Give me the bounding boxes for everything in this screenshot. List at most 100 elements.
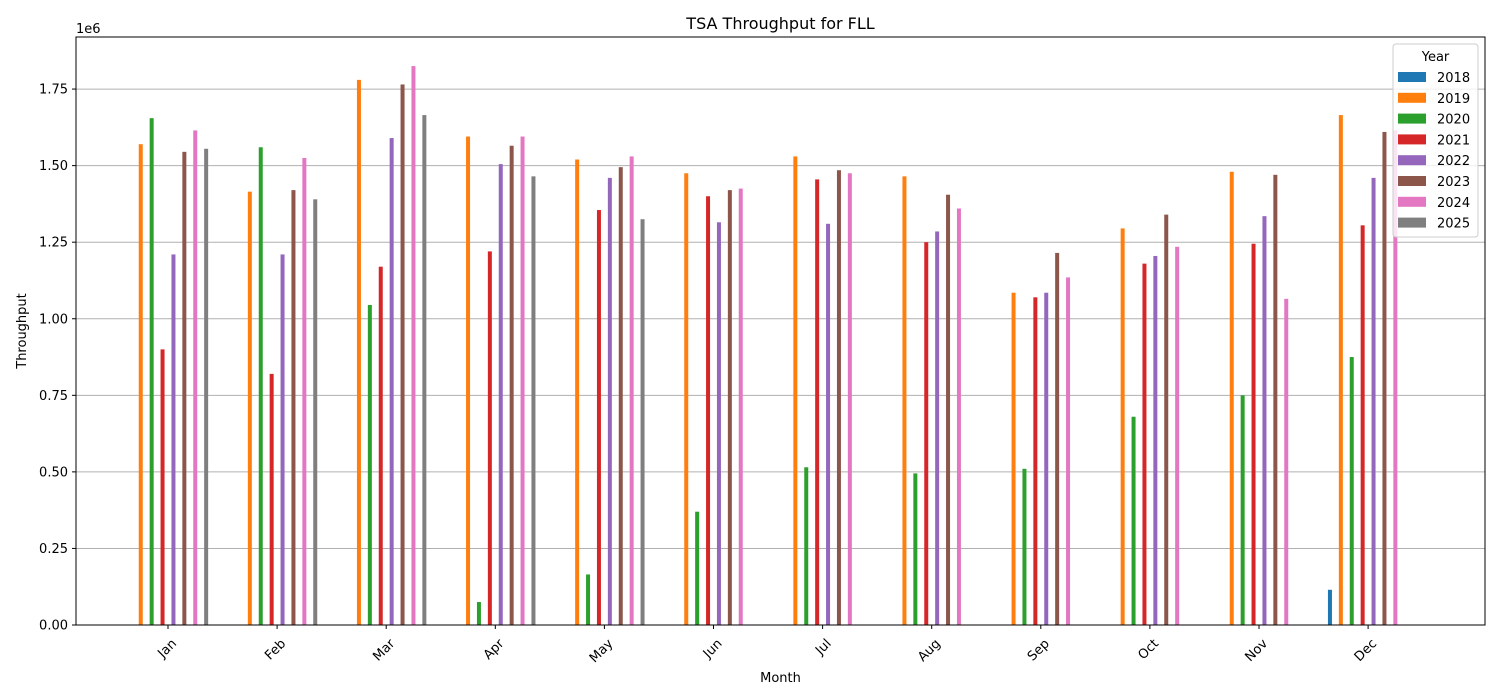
bar-2023-nov xyxy=(1273,174,1278,625)
bar-2023-apr xyxy=(509,145,514,625)
bar-2020-jul xyxy=(804,467,809,625)
bar-2021-apr xyxy=(487,251,492,625)
bar-2019-jun xyxy=(684,173,689,625)
bar-2022-nov xyxy=(1262,216,1267,625)
legend-swatch-2025 xyxy=(1398,217,1426,228)
bar-2020-sep xyxy=(1022,468,1027,625)
legend-swatch-2021 xyxy=(1398,134,1426,145)
y-tick-label: 0.50 xyxy=(39,465,68,480)
legend-label-2022: 2022 xyxy=(1437,154,1470,169)
bar-2019-feb xyxy=(247,191,252,625)
bar-2019-jan xyxy=(138,144,143,625)
x-tick-label: Dec xyxy=(1352,636,1380,664)
bar-2024-nov xyxy=(1284,298,1289,625)
x-tick-label: Apr xyxy=(481,636,508,663)
bar-2021-mar xyxy=(378,266,383,625)
bar-2024-aug xyxy=(956,208,961,625)
y-axis-label: Throughput xyxy=(15,293,30,370)
bar-2020-aug xyxy=(913,473,918,625)
legend-swatch-2020 xyxy=(1398,113,1426,124)
bar-2023-aug xyxy=(946,194,951,625)
legend-title: Year xyxy=(1421,50,1450,65)
bar-2019-aug xyxy=(902,176,907,625)
bar-2021-dec xyxy=(1360,225,1365,625)
legend-label-2024: 2024 xyxy=(1437,196,1470,211)
y-tick-label: 0.75 xyxy=(39,389,68,404)
x-tick-label: Jun xyxy=(700,636,726,662)
bar-2022-mar xyxy=(389,138,394,625)
bar-2022-dec xyxy=(1371,177,1376,625)
bar-2020-mar xyxy=(367,304,372,625)
legend-label-2020: 2020 xyxy=(1437,113,1470,128)
y-tick-label: 1.75 xyxy=(39,83,68,98)
bar-2023-mar xyxy=(400,84,405,625)
x-tick-label: Jan xyxy=(155,636,180,661)
bar-2024-mar xyxy=(411,66,416,625)
y-tick-label: 0.00 xyxy=(39,619,68,634)
bar-2025-apr xyxy=(531,176,536,625)
y-tick-label: 1.25 xyxy=(39,236,68,251)
bar-2023-oct xyxy=(1164,214,1169,625)
legend-swatch-2022 xyxy=(1398,155,1426,166)
bar-2020-oct xyxy=(1131,416,1136,625)
bar-2022-jun xyxy=(716,222,721,625)
bar-2020-jan xyxy=(149,118,154,625)
x-tick-label: Nov xyxy=(1242,636,1271,665)
legend-box xyxy=(1392,43,1479,238)
bar-2022-aug xyxy=(935,231,940,625)
bar-2023-jul xyxy=(836,170,841,625)
bar-2021-oct xyxy=(1142,263,1147,625)
x-tick-label: Sep xyxy=(1025,636,1053,664)
bar-2020-may xyxy=(586,574,591,625)
bar-2024-may xyxy=(629,156,634,625)
bar-2023-may xyxy=(618,167,623,625)
bar-2025-jan xyxy=(204,148,209,625)
bar-2021-jul xyxy=(815,179,820,625)
x-tick-label: May xyxy=(587,636,617,666)
bar-2024-jun xyxy=(738,188,743,625)
y-axis-ticks: 0.00 0.25 0.50 0.75 1.00 1.25 1.50 1.75 xyxy=(39,83,76,634)
legend-label-2018: 2018 xyxy=(1437,71,1470,86)
bar-2021-nov xyxy=(1251,243,1256,625)
bar-2019-nov xyxy=(1229,171,1234,625)
bar-2023-sep xyxy=(1055,252,1060,625)
legend: Year 2018 2019 2020 2021 2022 2023 2024 2025 xyxy=(1392,43,1479,238)
legend-swatch-2018 xyxy=(1398,72,1426,82)
bar-2022-jul xyxy=(826,223,831,625)
bar-2024-dec xyxy=(1393,130,1398,625)
plot-frame xyxy=(75,36,1486,626)
legend-label-2021: 2021 xyxy=(1437,133,1470,148)
bar-2020-jun xyxy=(695,511,700,625)
bar-2020-apr xyxy=(476,602,481,625)
legend-swatch-2019 xyxy=(1398,92,1426,103)
bar-2021-jun xyxy=(706,196,711,625)
bar-2022-oct xyxy=(1153,255,1158,625)
bar-2025-feb xyxy=(313,199,318,625)
bar-2019-oct xyxy=(1120,228,1125,625)
bar-2023-dec xyxy=(1382,131,1387,625)
bar-2019-mar xyxy=(356,79,361,625)
x-tick-label: Oct xyxy=(1135,636,1162,663)
bar-2022-apr xyxy=(498,164,503,625)
bar-2025-mar xyxy=(422,115,427,625)
legend-swatch-2023 xyxy=(1398,176,1426,186)
x-tick-label: Mar xyxy=(370,636,398,664)
bar-2019-sep xyxy=(1011,292,1016,625)
bar-2024-apr xyxy=(520,136,525,625)
y-tick-label: 1.00 xyxy=(39,312,68,327)
bar-2023-jun xyxy=(727,190,732,625)
bar-2023-feb xyxy=(291,190,296,625)
x-axis-label: Month xyxy=(760,671,801,686)
legend-label-2025: 2025 xyxy=(1437,217,1470,232)
bar-2022-jan xyxy=(171,254,176,625)
bar-2019-dec xyxy=(1338,115,1343,625)
bar-2024-feb xyxy=(302,157,307,625)
bar-2021-feb xyxy=(269,373,274,625)
grid-lines xyxy=(76,88,1485,549)
bar-2021-sep xyxy=(1033,297,1038,625)
y-tick-label: 0.25 xyxy=(39,542,68,557)
legend-label-2019: 2019 xyxy=(1437,92,1470,107)
bar-2020-nov xyxy=(1240,395,1245,625)
legend-swatch-2024 xyxy=(1398,196,1426,207)
